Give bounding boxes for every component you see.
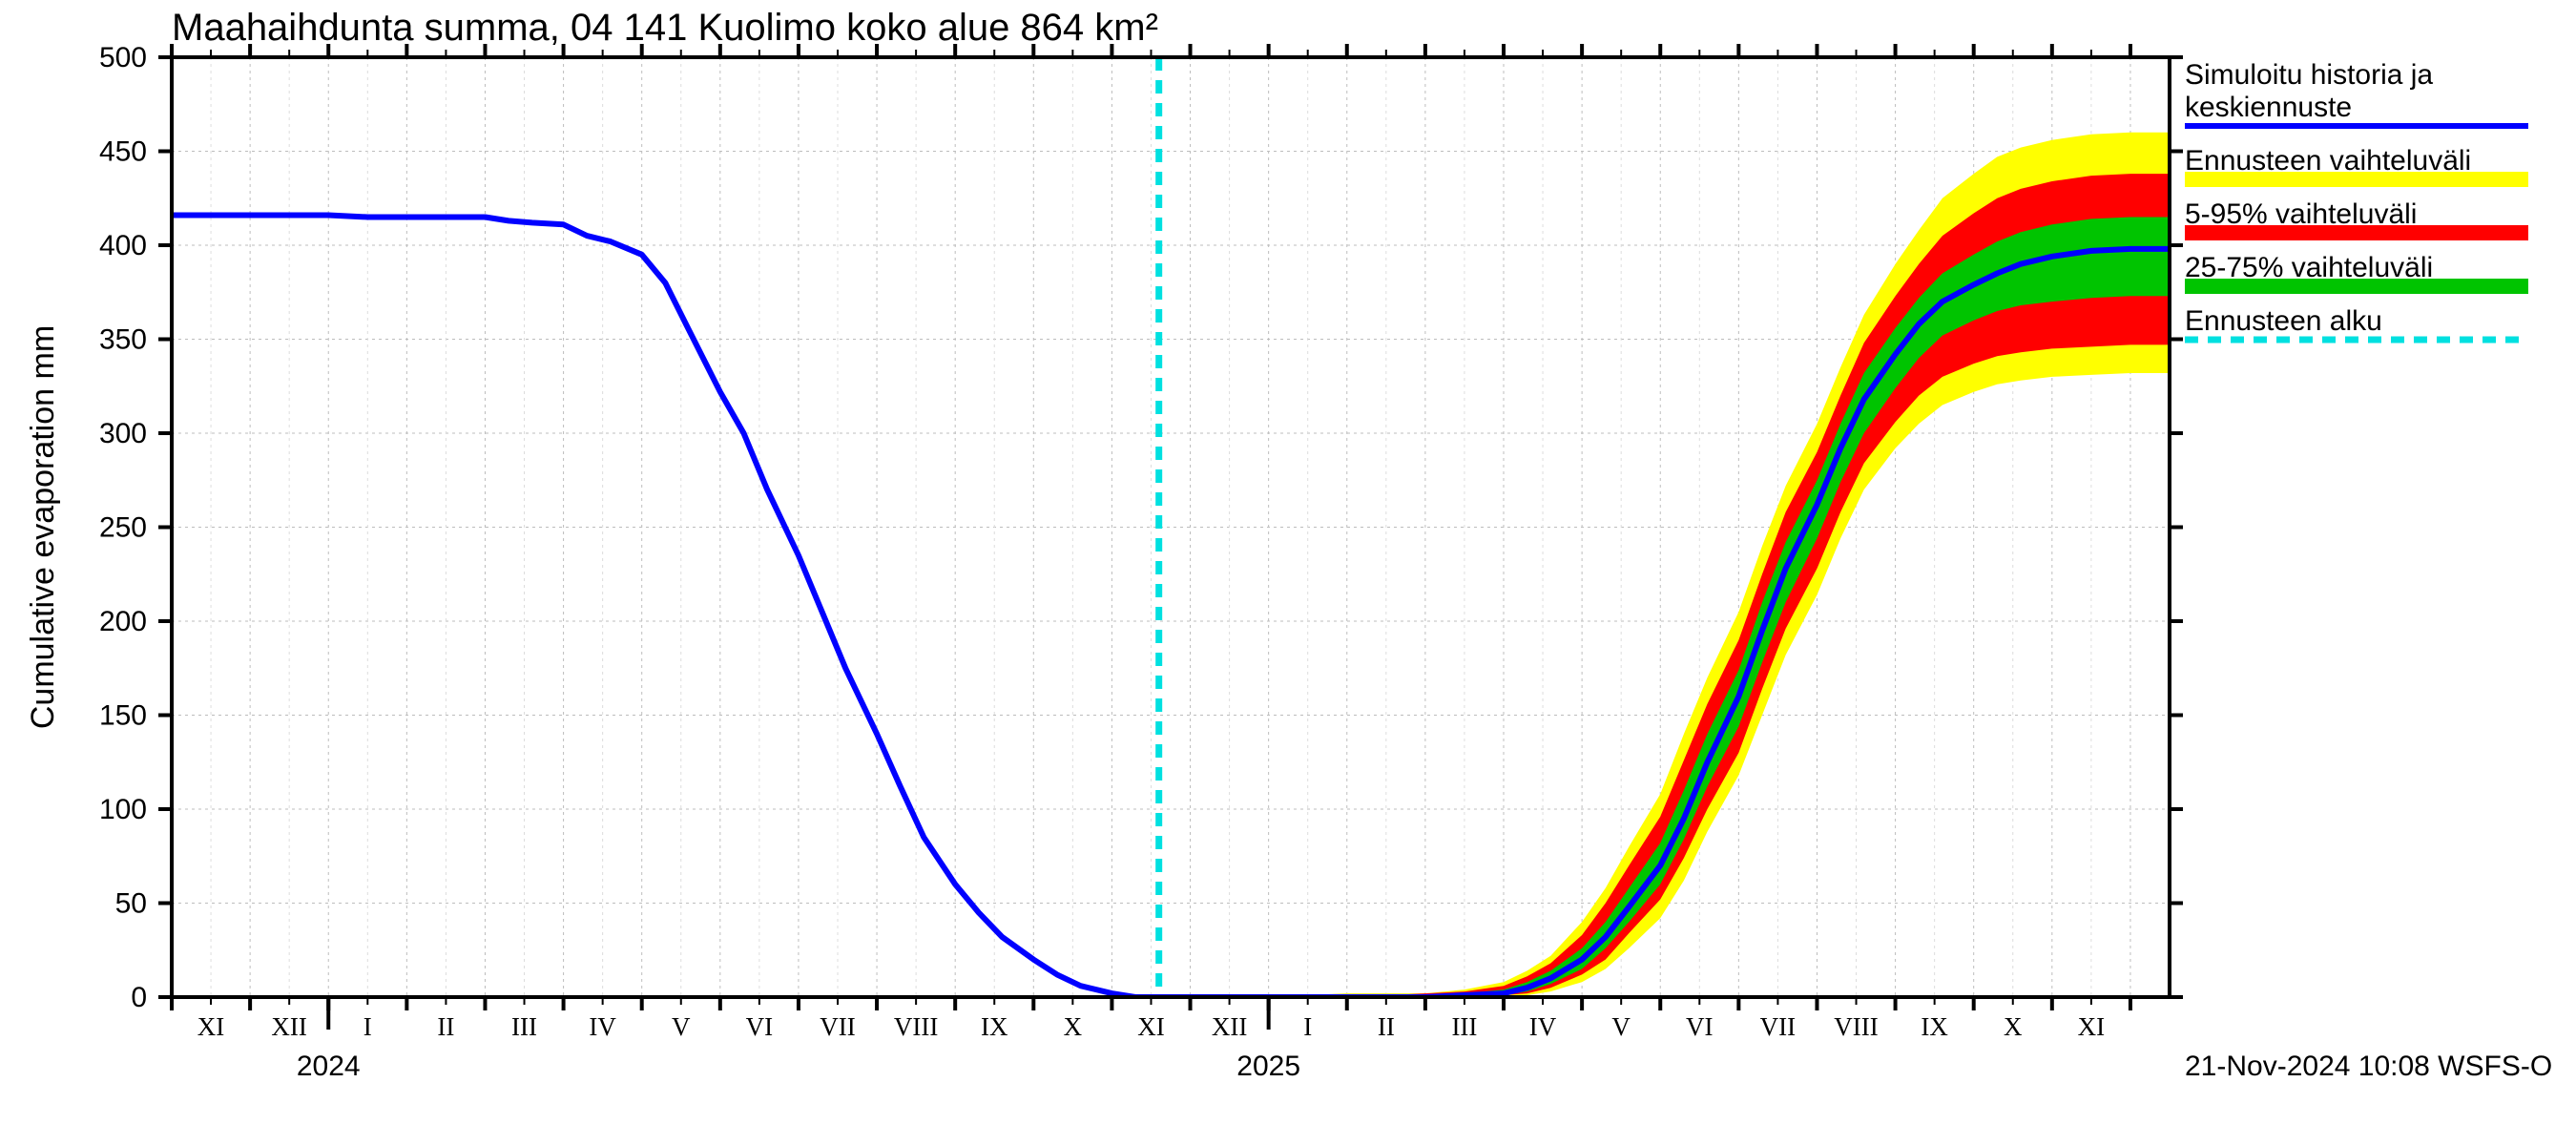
legend-swatch <box>2185 279 2528 294</box>
svg-text:100: 100 <box>99 794 147 825</box>
svg-text:450: 450 <box>99 136 147 168</box>
svg-text:XI: XI <box>1137 1012 1165 1041</box>
svg-text:350: 350 <box>99 324 147 356</box>
svg-text:VIII: VIII <box>894 1012 938 1041</box>
svg-text:200: 200 <box>99 606 147 637</box>
svg-text:VII: VII <box>1760 1012 1796 1041</box>
svg-text:XII: XII <box>1212 1012 1247 1041</box>
svg-text:IX: IX <box>1921 1012 1948 1041</box>
legend-label: Simuloitu historia ja <box>2185 59 2433 91</box>
svg-text:X: X <box>2004 1012 2023 1041</box>
svg-text:0: 0 <box>131 982 147 1013</box>
svg-text:150: 150 <box>99 700 147 732</box>
footer-text: 21-Nov-2024 10:08 WSFS-O <box>2185 1051 2552 1082</box>
svg-text:VIII: VIII <box>1834 1012 1878 1041</box>
svg-text:IX: IX <box>981 1012 1008 1041</box>
y-axis-label: Cumulative evaporation mm <box>25 325 61 729</box>
legend-label: Ennusteen alku <box>2185 305 2382 337</box>
legend-swatch <box>2185 172 2528 187</box>
chart-svg: 050100150200250300350400450500XIXIIIIIII… <box>0 0 2576 1145</box>
svg-text:VI: VI <box>746 1012 774 1041</box>
svg-text:V: V <box>672 1012 691 1041</box>
chart-container: 050100150200250300350400450500XIXIIIIIII… <box>0 0 2576 1145</box>
svg-text:X: X <box>1064 1012 1083 1041</box>
svg-text:XI: XI <box>197 1012 225 1041</box>
svg-text:III: III <box>1451 1012 1477 1041</box>
svg-text:I: I <box>1303 1012 1312 1041</box>
svg-text:500: 500 <box>99 42 147 73</box>
svg-text:XII: XII <box>271 1012 306 1041</box>
svg-text:V: V <box>1611 1012 1631 1041</box>
chart-title: Maahaihdunta summa, 04 141 Kuolimo koko … <box>172 7 1158 49</box>
svg-text:400: 400 <box>99 230 147 261</box>
svg-text:250: 250 <box>99 512 147 544</box>
svg-text:300: 300 <box>99 418 147 449</box>
svg-text:IV: IV <box>589 1012 616 1041</box>
svg-text:2024: 2024 <box>297 1051 361 1082</box>
legend-label: keskiennuste <box>2185 92 2352 123</box>
svg-text:IV: IV <box>1529 1012 1557 1041</box>
legend-swatch <box>2185 225 2528 240</box>
svg-text:II: II <box>1378 1012 1395 1041</box>
svg-text:VII: VII <box>820 1012 855 1041</box>
svg-text:II: II <box>437 1012 454 1041</box>
svg-text:2025: 2025 <box>1236 1051 1300 1082</box>
svg-text:XI: XI <box>2078 1012 2106 1041</box>
svg-text:I: I <box>364 1012 372 1041</box>
svg-text:VI: VI <box>1686 1012 1714 1041</box>
svg-text:III: III <box>511 1012 537 1041</box>
svg-text:50: 50 <box>115 888 147 920</box>
